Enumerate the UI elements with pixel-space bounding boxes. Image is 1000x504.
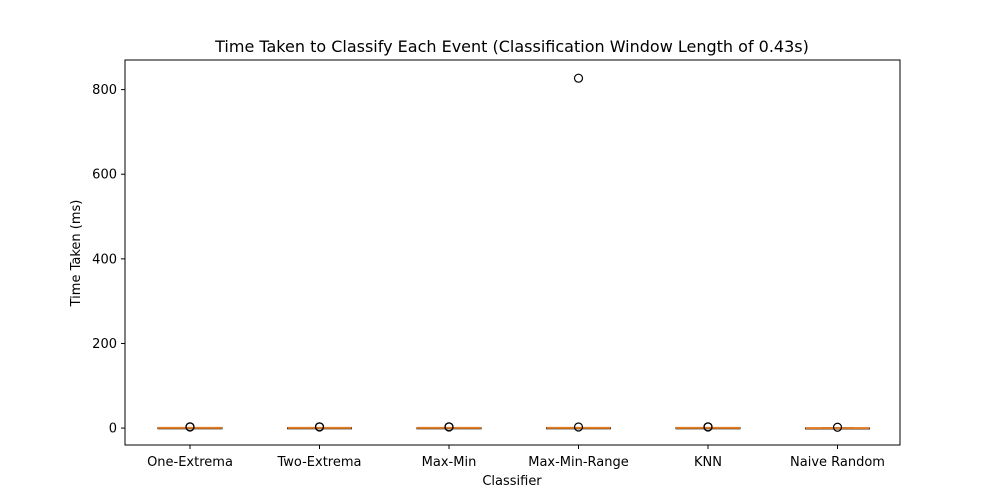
- outlier-point: [573, 422, 584, 432]
- x-tick-label: KNN: [694, 455, 722, 470]
- outlier-point: [573, 73, 584, 83]
- box-plot-one-extrema: [157, 422, 223, 432]
- x-tick-label: Two-Extrema: [277, 455, 362, 470]
- x-tick-label: Max-Min-Range: [528, 455, 629, 470]
- box-plot-knn: [675, 422, 741, 432]
- x-axis-label: Classifier: [482, 474, 542, 489]
- chart-title: Time Taken to Classify Each Event (Class…: [214, 37, 809, 56]
- x-axis: One-Extrema Two-Extrema Max-Min Max-Min-Ran…: [147, 445, 885, 470]
- box-plot-max-min: [416, 422, 482, 432]
- y-tick-label: 600: [92, 168, 117, 183]
- box-series: [157, 73, 870, 432]
- x-tick-label: Naive Random: [790, 455, 885, 470]
- y-tick-label: 800: [92, 83, 117, 98]
- x-tick-label: One-Extrema: [147, 455, 233, 470]
- y-tick-label: 400: [92, 252, 117, 267]
- outlier-point: [832, 422, 843, 432]
- box-plot-max-min-range: [546, 73, 611, 432]
- outlier-point: [314, 422, 325, 432]
- y-tick-label: 200: [92, 337, 117, 352]
- y-axis: 0 200 400 600 800: [92, 83, 125, 437]
- y-axis-label: Time Taken (ms): [69, 200, 84, 308]
- box-plot-two-extrema: [287, 422, 352, 432]
- box-plot-naive-random: [805, 422, 870, 432]
- outlier-point: [703, 422, 713, 432]
- outlier-point: [444, 422, 454, 432]
- y-tick-label: 0: [109, 422, 117, 437]
- outlier-point: [185, 422, 195, 432]
- plot-area-frame: [124, 59, 901, 446]
- x-tick-label: Max-Min: [422, 455, 477, 470]
